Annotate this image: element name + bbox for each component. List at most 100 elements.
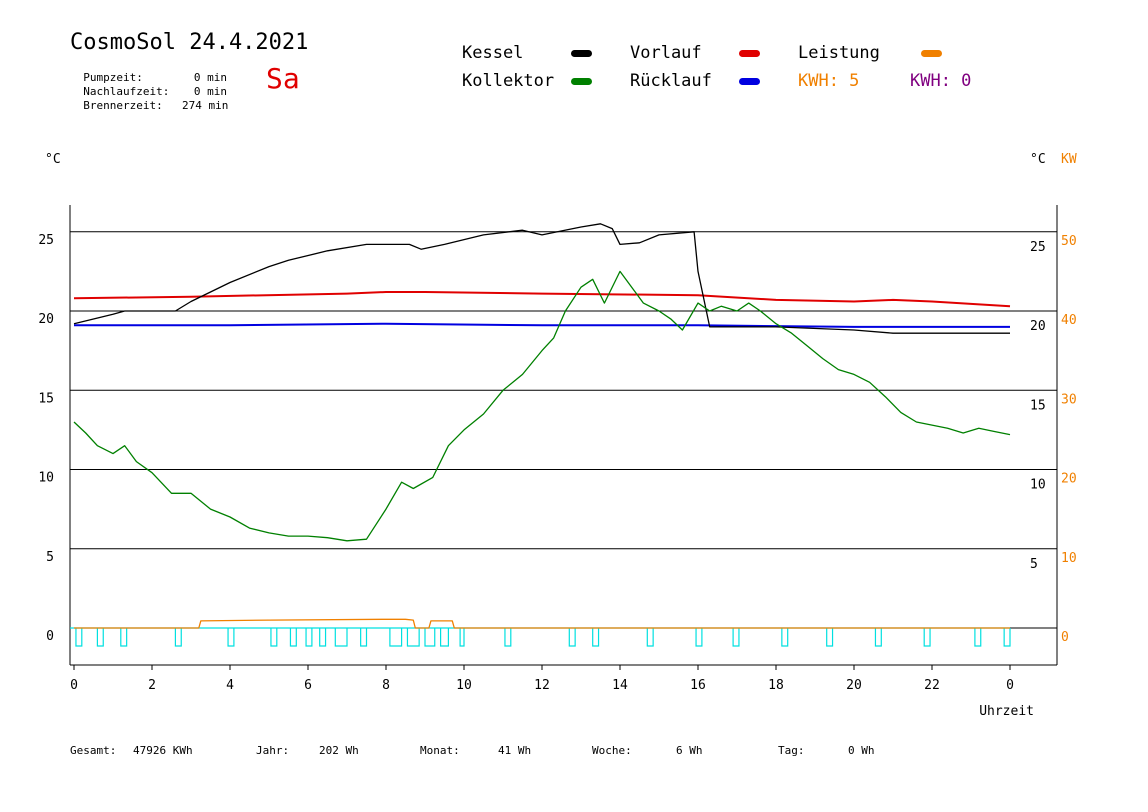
pump-cycle [732,628,740,647]
x-tick-label: 4 [226,678,234,693]
x-tick-label: 14 [612,678,628,693]
y-tick-left: 0 [46,629,54,644]
pump-cycle [360,628,368,647]
y-tick-left: 15 [38,391,54,406]
x-tick-label: 2 [148,678,156,693]
y-tick-right-kw: 40 [1061,313,1077,328]
pump-cycle [96,628,104,647]
pump-cycle [270,628,278,647]
pump-cycle [568,628,576,647]
x-tick-label: 8 [382,678,390,693]
y-tick-right-kw: 50 [1061,234,1077,249]
pump-cycle [1003,628,1011,647]
pump-cycle [695,628,703,647]
pump-cycle [646,628,654,647]
series-ruecklauf [74,322,1010,328]
y-tick-right-kw: 0 [1061,630,1069,645]
x-tick-label: 20 [846,678,862,693]
chart-title: CosmoSol 24.4.2021 [70,30,309,55]
footer-jahr-label: Jahr: [256,744,290,757]
pump-cycle [424,628,436,647]
right-unit-label-kw: KW [1061,152,1077,167]
stat-nachlaufzeit: Nachlaufzeit: 0 min [70,72,227,98]
stat-label: Brennerzeit: [83,99,163,112]
pump-cycle [406,628,420,647]
legend-kwh-a: KWH: 5 [798,71,860,91]
footer-tag-value: 0 Wh [848,744,875,757]
legend-kessel-swatch [571,50,592,57]
y-tick-right-c: 20 [1030,319,1046,334]
pump-cycle [227,628,235,647]
pump-cycle [319,628,327,647]
footer-gesamt-label: Gesamt: [70,744,117,757]
pump-cycle [174,628,182,647]
x-tick-label: 12 [534,678,550,693]
pump-cycle [874,628,882,647]
footer-woche-value: 6 Wh [676,744,703,757]
y-tick-left: 20 [38,312,54,327]
x-tick-label: 0 [1006,678,1014,693]
legend-kessel-label: Kessel [462,43,524,63]
y-tick-right-kw: 30 [1061,392,1077,407]
pump-cycle [781,628,789,647]
footer-woche-label: Woche: [592,744,632,757]
series-leistung [74,618,1010,629]
left-unit-label: °C [45,152,61,167]
x-tick-label: 18 [768,678,784,693]
footer-jahr-value: 202 Wh [319,744,359,757]
footer-monat-value: 41 Wh [498,744,532,757]
pump-cycle [826,628,834,647]
y-tick-right-c: 10 [1030,478,1046,493]
y-tick-right-c: 5 [1030,557,1038,572]
pump-cycle [592,628,600,647]
y-tick-left: 5 [46,550,54,565]
stat-label: Nachlaufzeit: [83,85,170,98]
pump-cycle [974,628,982,647]
series-vorlauf [73,291,1011,308]
legend-kollektor-label: Kollektor [462,71,555,91]
legend-kollektor-swatch [571,78,592,85]
legend-vorlauf-label: Vorlauf [630,43,702,63]
pump-cycle [459,628,465,647]
footer-tag-label: Tag: [778,744,805,757]
right-unit-label-c: °C [1030,152,1046,167]
stat-value: 0 min [193,85,227,98]
pump-cycle [305,628,313,647]
series-kessel [73,223,1010,334]
pump-cycle [75,628,83,647]
y-tick-right-c: 25 [1030,240,1046,255]
pump-cycle [923,628,931,647]
weekday-label: Sa [266,62,300,95]
stat-pumpzeit: Pumpzeit: 0 min [70,58,227,84]
x-tick-label: 0 [70,678,78,693]
legend-kwh-b: KWH: 0 [910,71,972,91]
legend-ruecklauf-label: Rücklauf [630,71,712,91]
series-kollektor [73,270,1011,542]
x-tick-label: 10 [456,678,472,693]
legend-leistung-swatch [921,50,942,57]
legend-vorlauf-swatch [739,50,760,57]
pump-cycle [289,628,297,647]
legend-leistung-label: Leistung [798,43,880,63]
legend-ruecklauf-swatch [739,78,760,85]
x-tick-label: 22 [924,678,940,693]
pump-cycle [504,628,512,647]
x-axis-label: Uhrzeit [979,704,1034,719]
stat-brennerzeit: Brennerzeit: 274 min [70,86,228,112]
pump-cycle [440,628,449,647]
y-tick-right-c: 15 [1030,398,1046,413]
y-tick-right-kw: 10 [1061,551,1077,566]
y-tick-right-kw: 20 [1061,472,1077,487]
pump-cycle [389,628,403,647]
x-tick-label: 16 [690,678,706,693]
y-tick-left: 25 [38,233,54,248]
x-tick-label: 6 [304,678,312,693]
stat-value: 0 min [193,71,227,84]
pump-cycle [334,628,348,647]
footer-gesamt-value: 47926 KWh [133,744,193,757]
stat-value: 274 min [182,99,229,112]
pump-cycle [120,628,128,647]
footer-monat-label: Monat: [420,744,460,757]
y-tick-left: 10 [38,471,54,486]
